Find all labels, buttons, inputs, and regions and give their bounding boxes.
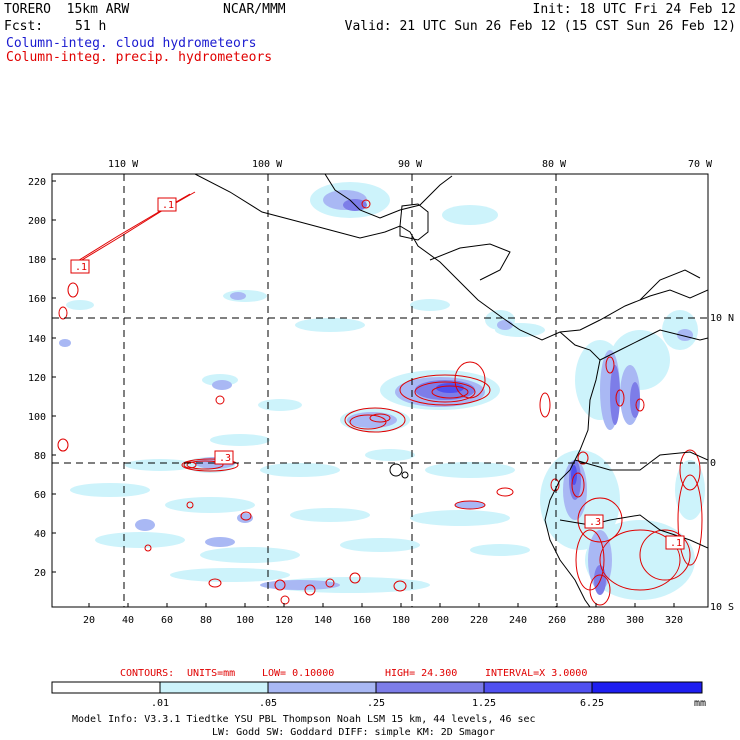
colorbar-tick: .01 [151, 698, 169, 709]
contours-high: HIGH= 24.300 [385, 668, 457, 679]
cloud-field-title: Column-integ. cloud hydrometeors [6, 36, 257, 51]
model-info-line1: Model Info: V3.3.1 Tiedtke YSU PBL Thomp… [72, 714, 536, 725]
y-tick-label: 220 [28, 177, 46, 188]
colorbar-tick: 1.25 [472, 698, 496, 709]
contours-interval: INTERVAL=X 3.0000 [485, 668, 587, 679]
y-tick-label: 120 [28, 373, 46, 384]
lat-label: 10 S [710, 602, 734, 613]
x-tick-label: 260 [548, 615, 566, 626]
y-tick-label: 200 [28, 216, 46, 227]
x-tick-label: 320 [665, 615, 683, 626]
x-tick-label: 280 [587, 615, 605, 626]
valid-time: Valid: 21 UTC Sun 26 Feb 12 (15 CST Sun … [344, 19, 736, 34]
lat-label: 0 [710, 458, 716, 469]
y-tick-label: 80 [34, 451, 46, 462]
contour-label: .3 [219, 453, 231, 464]
x-tick-label: 80 [200, 615, 212, 626]
x-tick-label: 120 [275, 615, 293, 626]
colorbar-tick: 6.25 [580, 698, 604, 709]
x-tick-label: 160 [353, 615, 371, 626]
lon-label: 100 W [252, 159, 283, 170]
lon-label: 90 W [398, 159, 423, 170]
colorbar-tick: .05 [259, 698, 277, 709]
y-tick-label: 20 [34, 568, 46, 579]
contours-low: LOW= 0.10000 [262, 668, 334, 679]
colorbar-units: mm [694, 698, 706, 709]
colorbar-tick: .25 [367, 698, 385, 709]
x-tick-label: 200 [431, 615, 449, 626]
y-tick-label: 140 [28, 334, 46, 345]
lon-label: 110 W [108, 159, 139, 170]
y-tick-label: 100 [28, 412, 46, 423]
org-label: NCAR/MMM [223, 2, 286, 17]
contours-label: CONTOURS: [120, 668, 174, 679]
contour-label: .1 [75, 262, 87, 273]
contour-label: .1 [162, 200, 174, 211]
fcst-label: Fcst: [4, 19, 44, 34]
model-title: TORERO 15km ARW [4, 2, 130, 17]
x-tick-label: 300 [626, 615, 644, 626]
model-info-line2: LW: Godd SW: Goddard DIFF: simple KM: 2D… [212, 727, 495, 738]
contours-units: UNITS=mm [187, 668, 235, 679]
fcst-value: 51 h [75, 19, 107, 34]
lat-label: 10 N [710, 313, 734, 324]
lon-label: 80 W [542, 159, 567, 170]
x-tick-label: 20 [83, 615, 95, 626]
x-tick-label: 240 [509, 615, 527, 626]
shaded-field [52, 174, 708, 607]
contour-info: CONTOURS: UNITS=mm LOW= 0.10000 HIGH= 24… [120, 668, 587, 679]
x-tick-label: 220 [470, 615, 488, 626]
lon-label: 70 W [688, 159, 713, 170]
init-time: Init: 18 UTC Fri 24 Feb 12 [532, 2, 737, 17]
precip-field-title: Column-integ. precip. hydrometeors [6, 50, 273, 65]
contour-label: .1 [670, 538, 682, 549]
contour-label: .3 [589, 517, 601, 528]
y-tick-label: 60 [34, 490, 46, 501]
x-tick-label: 60 [161, 615, 173, 626]
y-tick-label: 40 [34, 529, 46, 540]
colorbar [51, 681, 703, 694]
x-tick-label: 100 [236, 615, 254, 626]
x-tick-label: 180 [392, 615, 410, 626]
y-tick-label: 180 [28, 255, 46, 266]
x-tick-label: 40 [122, 615, 134, 626]
x-tick-label: 140 [314, 615, 332, 626]
y-tick-label: 160 [28, 294, 46, 305]
